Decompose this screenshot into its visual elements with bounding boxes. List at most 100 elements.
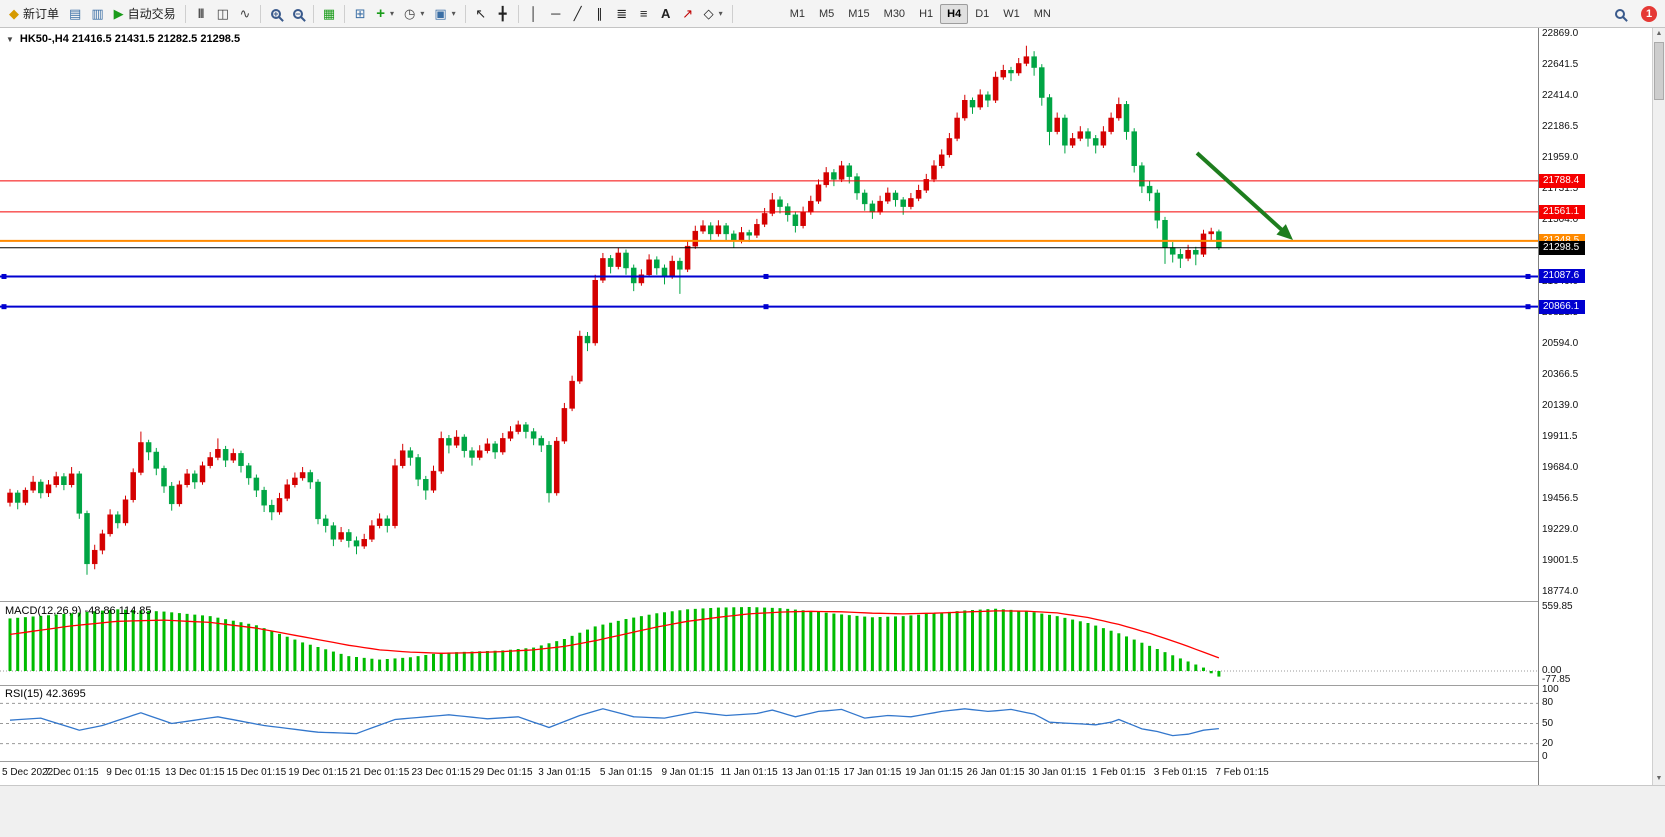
time-axis-label: 29 Dec 01:15	[473, 767, 533, 778]
bar-chart-mode-button[interactable]: |||	[190, 3, 212, 25]
time-axis-label: 21 Dec 01:15	[349, 767, 410, 778]
macd-histogram	[8, 607, 1221, 677]
auto-scroll-button[interactable]: ▦	[318, 3, 340, 25]
price-axis-label: 22869.0	[1542, 27, 1579, 39]
time-axis-label: 19 Dec 01:15	[288, 767, 348, 778]
templates-button[interactable]: ▣ ▾	[429, 3, 460, 25]
macd-indicator-label: MACD(12,26,9) -48.86 114.85	[5, 605, 152, 617]
caret-down-icon: ▾	[420, 9, 425, 18]
vline-icon: │	[529, 6, 538, 21]
shapes-icon: ◇	[703, 6, 714, 21]
draw-lines-button[interactable]: ≡	[633, 3, 655, 25]
zoom-out-icon: −	[292, 8, 303, 19]
scrollbar-up-button[interactable]: ▲	[1655, 30, 1663, 37]
notification-badge[interactable]: 1	[1641, 5, 1657, 22]
rsi-axis-label: 80	[1542, 697, 1554, 709]
template-icon: ▣	[434, 6, 447, 21]
zoom-in-icon: +	[270, 8, 281, 19]
new-order-label: 新订单	[23, 7, 60, 21]
price-axis-label: 18774.0	[1542, 585, 1579, 597]
hline-handle[interactable]	[763, 304, 769, 310]
hline-handle[interactable]	[763, 273, 769, 279]
timeframe-mn-button[interactable]: MN	[1027, 4, 1058, 24]
draw-fibonacci-button[interactable]: ≣	[611, 3, 633, 25]
trendline-icon: ╱	[573, 6, 582, 21]
price-axis: 22869.0 22641.5 22414.0 22186.5 21959.0 21731…	[1538, 28, 1652, 785]
price-chart[interactable]	[0, 28, 1538, 602]
hline-handle[interactable]	[1, 304, 7, 310]
chart-collapse-button[interactable]: ▼	[6, 34, 14, 44]
price-badge-21561.1: 21561.1	[1539, 204, 1585, 219]
rsi-indicator-label: RSI(15) 42.3695	[5, 688, 86, 700]
timeframe-m5-button[interactable]: M5	[812, 4, 841, 24]
toolbar-buttons: ◆ 新订单 ▤ ▥ ▶ 自动交易 ||| ◫ ∿ + − ▦ ⊞ + ▾ ◷ ▾ ▣ ▾ ↖ ╋ │ ─ ╱ ∥ ≣ ≡ A ↗ ◇ ▾ M1…	[0, 3, 1609, 25]
draw-vertical-line-button[interactable]: │	[523, 3, 545, 25]
draw-horizontal-line-button[interactable]: ─	[545, 3, 567, 25]
price-badge-21788.4: 21788.4	[1539, 173, 1585, 188]
time-axis-label: 13 Dec 01:15	[165, 767, 225, 778]
bars-icon: |||	[197, 7, 204, 19]
toolbar-separator	[464, 4, 466, 23]
price-axis-label: 20594.0	[1542, 337, 1579, 349]
toolbar-separator	[731, 4, 733, 23]
time-axis: 5 Dec 2022 7 Dec 01:15 9 Dec 01:15 13 Dec 0…	[0, 761, 1538, 785]
periods-button[interactable]: ◷ ▾	[399, 3, 429, 25]
new-order-button[interactable]: ◆ 新订单	[4, 3, 64, 25]
panel-divider[interactable]	[0, 685, 1652, 686]
timeframe-h1-button[interactable]: H1	[912, 4, 940, 24]
trend-arrow-annotation[interactable]	[1195, 151, 1286, 234]
zoom-in-button[interactable]: +	[265, 3, 287, 25]
draw-shapes-button[interactable]: ◇ ▾	[699, 3, 728, 25]
search-button[interactable]	[1609, 3, 1631, 25]
cursor-button[interactable]: ↖	[470, 3, 492, 25]
timeframe-m30-button[interactable]: M30	[877, 4, 912, 24]
line-chart-icon: ∿	[239, 6, 251, 21]
time-axis-label: 5 Dec 2022	[2, 767, 54, 778]
timeframe-m15-button[interactable]: M15	[841, 4, 876, 24]
panel-divider[interactable]	[0, 761, 1652, 762]
hline-handle[interactable]	[1, 273, 7, 279]
tile-windows-button[interactable]: ⊞	[349, 3, 371, 25]
vertical-scrollbar[interactable]: ▲ ▼	[1652, 28, 1665, 785]
crosshair-icon: ╋	[498, 6, 507, 21]
rsi-axis-label: 50	[1542, 717, 1554, 729]
price-axis-label: 20366.5	[1542, 368, 1579, 380]
auto-trading-button[interactable]: ▶ 自动交易	[109, 3, 181, 25]
rsi-panel[interactable]	[0, 686, 1538, 761]
new-chart-button[interactable]: + ▾	[371, 3, 399, 25]
price-axis-label: 21731.5	[1542, 182, 1579, 194]
draw-arrows-button[interactable]: ↗	[677, 3, 699, 25]
price-badge-20866.1: 20866.1	[1539, 299, 1585, 314]
candles-layer	[7, 45, 1222, 575]
draw-trendline-button[interactable]: ╱	[567, 3, 589, 25]
toolbar-separator	[312, 4, 314, 23]
draw-channel-button[interactable]: ∥	[589, 3, 611, 25]
candlestick-mode-button[interactable]: ◫	[212, 3, 234, 25]
price-axis-label: 21959.0	[1542, 151, 1579, 163]
panel-divider[interactable]	[0, 601, 1652, 602]
crosshair-button[interactable]: ╋	[492, 3, 514, 25]
draw-text-button[interactable]: A	[655, 3, 677, 25]
hline-handle[interactable]	[1525, 273, 1531, 279]
zoom-out-button[interactable]: −	[287, 3, 309, 25]
timeframe-h4-button[interactable]: H4	[940, 3, 969, 24]
market-watch-button[interactable]: ▤	[64, 3, 86, 25]
toolbar-separator	[517, 4, 519, 23]
timeframe-d1-button[interactable]: D1	[968, 4, 996, 24]
data-window-icon: ▥	[91, 6, 104, 21]
time-axis-label: 9 Jan 01:15	[661, 767, 714, 778]
time-axis-label: 13 Jan 01:15	[781, 767, 840, 778]
hline-handle[interactable]	[1525, 304, 1531, 310]
scrollbar-down-button[interactable]: ▼	[1655, 775, 1663, 782]
timeframe-w1-button[interactable]: W1	[996, 4, 1027, 24]
macd-axis-label: 0.00	[1542, 665, 1562, 676]
timeframe-m1-button[interactable]: M1	[783, 4, 812, 24]
data-window-button[interactable]: ▥	[86, 3, 108, 25]
scrollbar-thumb[interactable]	[1654, 42, 1664, 100]
line-chart-mode-button[interactable]: ∿	[234, 3, 256, 25]
chart-title: ▼ HK50-,H4 21416.5 21431.5 21282.5 21298…	[6, 33, 240, 45]
macd-panel[interactable]	[0, 602, 1538, 685]
toolbar-separator	[259, 4, 261, 23]
time-axis-label: 7 Dec 01:15	[44, 767, 99, 778]
